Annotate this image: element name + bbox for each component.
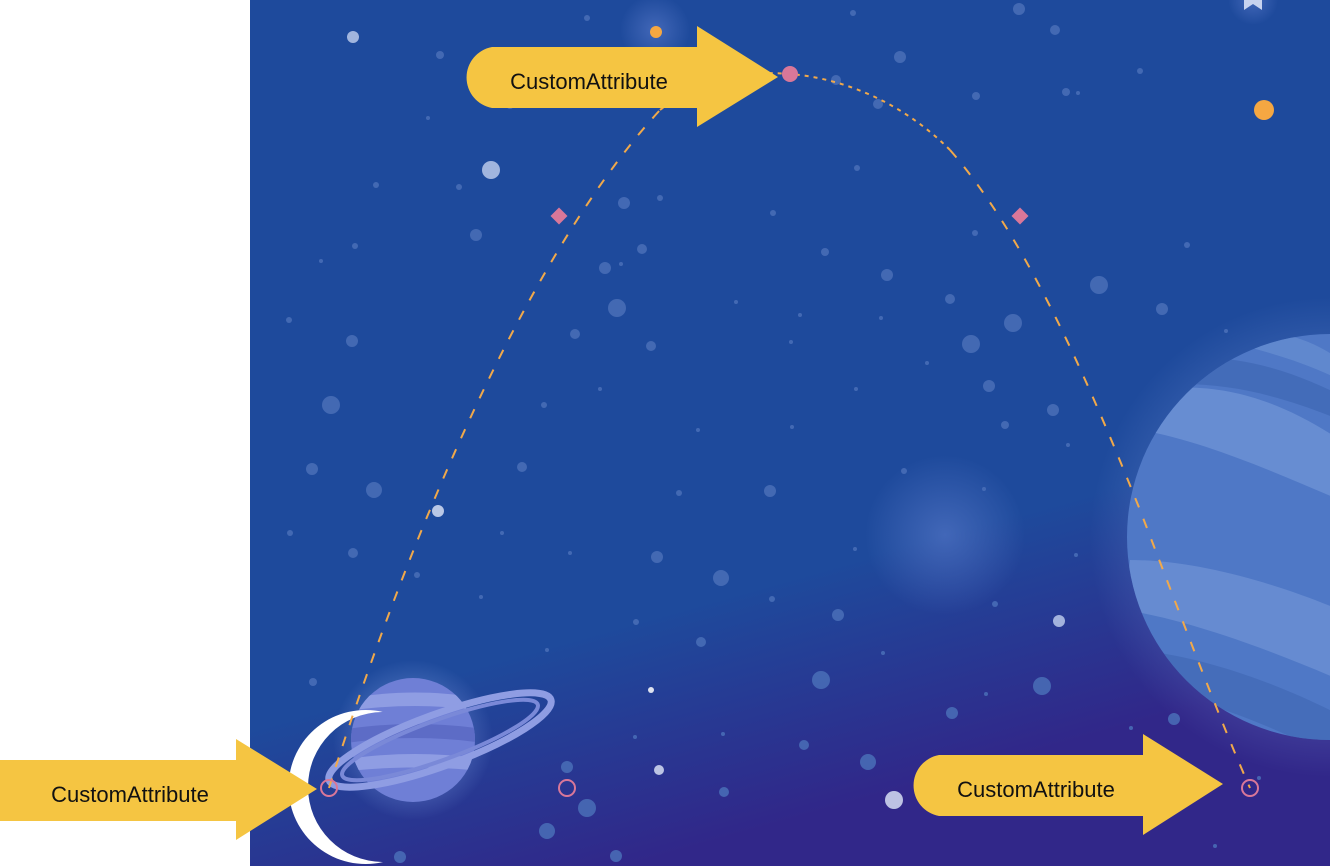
keyframe-top-marker (782, 66, 798, 82)
callout-bottom-left-label: CustomAttribute (51, 782, 209, 807)
callout-top: CustomAttribute (466, 26, 778, 127)
keyframe-diamond-left (550, 207, 568, 225)
orange-star (1254, 100, 1274, 120)
keyframe-markers (320, 66, 1259, 797)
asteroid-field (286, 3, 1261, 863)
nebula-glow (865, 455, 1025, 615)
white-margin (0, 0, 250, 866)
keyframe-end-marker (1241, 779, 1259, 797)
callout-top-label: CustomAttribute (510, 69, 668, 94)
keyframe-extra-marker (558, 779, 576, 797)
callout-bottom-right: CustomAttribute (913, 734, 1223, 835)
star-icon (1228, 0, 1278, 25)
callout-bottom-left: CustomAttribute (0, 739, 317, 840)
moon-icon (288, 710, 383, 865)
striped-planet-icon (1090, 297, 1330, 777)
callout-bottom-right-label: CustomAttribute (957, 777, 1115, 802)
orange-star (650, 26, 662, 38)
saturn-planet-icon (325, 660, 555, 820)
keyframe-start-marker (320, 779, 338, 797)
